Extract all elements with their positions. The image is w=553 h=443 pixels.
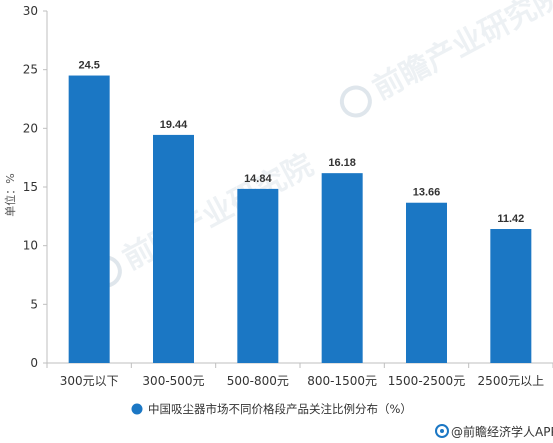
y-tick-label: 5 bbox=[30, 297, 38, 311]
data-label: 11.42 bbox=[497, 213, 524, 225]
data-label: 19.44 bbox=[160, 119, 188, 131]
bar bbox=[153, 134, 194, 363]
bar-series bbox=[68, 75, 532, 364]
x-tick-label: 2500元以上 bbox=[478, 374, 545, 388]
y-tick-label: 10 bbox=[23, 239, 38, 253]
x-tick-label: 300-500元 bbox=[142, 374, 204, 388]
y-tick-label: 15 bbox=[23, 180, 38, 194]
data-labels: 24.5 19.44 14.84 16.18 13.66 11.42 bbox=[78, 60, 524, 225]
watermark: 前瞻产业研究院 bbox=[339, 0, 553, 118]
x-tick-label: 800-1500元 bbox=[307, 374, 377, 388]
x-axis-ticks: 300元以下 300-500元 500-800元 800-1500元 1500-2500… bbox=[46, 363, 553, 388]
y-axis-label: 单位：% bbox=[3, 173, 17, 216]
watermark-logo-icon bbox=[339, 85, 372, 118]
watermark: 前瞻产业研究院 bbox=[89, 148, 319, 288]
data-label: 14.84 bbox=[244, 173, 272, 185]
x-tick-label: 300元以下 bbox=[60, 374, 119, 388]
x-tick-label: 1500-2500元 bbox=[388, 374, 465, 388]
x-tick-label: 500-800元 bbox=[227, 374, 289, 388]
data-label: 13.66 bbox=[413, 187, 441, 199]
data-label: 16.18 bbox=[328, 157, 356, 169]
legend-marker bbox=[131, 403, 143, 415]
bar bbox=[406, 202, 447, 363]
bar bbox=[490, 229, 532, 363]
y-tick-label: 30 bbox=[23, 4, 38, 18]
watermark-text: 前瞻产业研究院 bbox=[367, 0, 553, 107]
y-axis-ticks: 0 5 10 15 20 25 30 bbox=[23, 4, 47, 370]
watermark-text: 前瞻产业研究院 bbox=[117, 148, 319, 277]
y-tick-label: 0 bbox=[30, 356, 38, 370]
bar bbox=[237, 188, 279, 363]
bar bbox=[68, 75, 110, 364]
legend-label: 中国吸尘器市场不同价格段产品关注比例分布（%） bbox=[148, 402, 412, 416]
y-tick-label: 25 bbox=[23, 63, 38, 77]
legend: 中国吸尘器市场不同价格段产品关注比例分布（%） bbox=[131, 402, 412, 416]
bar bbox=[321, 173, 363, 363]
footer-source: @前瞻经济学人APP bbox=[435, 424, 553, 439]
qianzhan-logo-icon bbox=[435, 424, 449, 438]
data-label: 24.5 bbox=[78, 60, 99, 72]
y-tick-label: 20 bbox=[23, 121, 38, 135]
footer-source-text: @前瞻经济学人APP bbox=[451, 424, 553, 439]
